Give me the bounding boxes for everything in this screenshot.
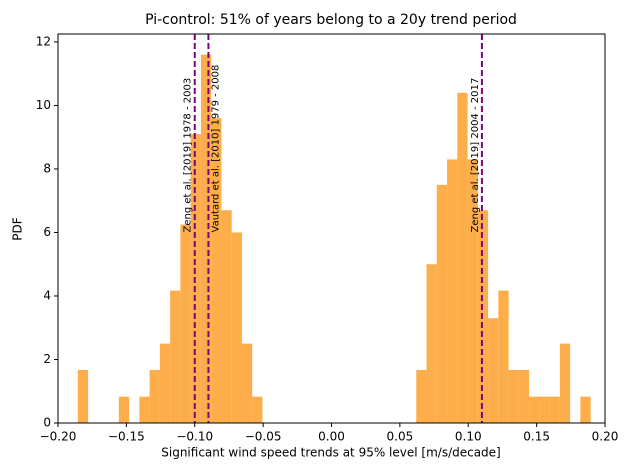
x-tick-label: −0.05 [245, 430, 282, 444]
bar [447, 159, 458, 423]
bar [549, 396, 560, 423]
bar [457, 92, 468, 423]
bar [118, 396, 130, 423]
x-tick-label: 0.10 [455, 430, 482, 444]
bar [539, 396, 550, 423]
bar [221, 210, 232, 423]
y-tick-label: 12 [36, 34, 51, 48]
bar [580, 396, 591, 423]
bar [159, 343, 171, 423]
bar [149, 369, 160, 423]
y-tick-label: 10 [36, 98, 51, 112]
bar [170, 290, 181, 423]
y-tick-label: 2 [43, 352, 51, 366]
y-axis-label: PDF [11, 217, 25, 240]
bar [200, 54, 212, 424]
y-tick-label: 6 [43, 225, 51, 239]
bar [416, 369, 427, 423]
bar [477, 210, 489, 423]
bar [467, 159, 478, 423]
bar [518, 369, 530, 423]
bar [211, 118, 222, 423]
bar [190, 134, 201, 423]
x-tick-label: 0.05 [387, 430, 414, 444]
bar [77, 369, 89, 423]
x-axis-label: Significant wind speed trends at 95% lev… [161, 446, 501, 460]
bar [139, 396, 150, 423]
x-tick-label: 0.00 [318, 430, 345, 444]
bar [241, 343, 253, 423]
y-tick-label: 8 [43, 161, 51, 175]
x-tick-label: −0.10 [176, 430, 213, 444]
y-tick-label: 4 [43, 288, 51, 302]
bar [488, 318, 499, 423]
bar [529, 396, 540, 423]
x-tick-label: 0.15 [523, 430, 550, 444]
x-tick-label: −0.20 [40, 430, 77, 444]
x-tick-label: −0.15 [108, 430, 145, 444]
bar [498, 290, 509, 423]
annotation: Vautard et al. [2010] 1979 - 2008 [210, 65, 221, 233]
annotation: Zeng et al. [2019] 2004 - 2017 [470, 78, 481, 233]
x-tick-label: 0.20 [592, 430, 619, 444]
bar [508, 369, 519, 423]
chart-title: Pi-control: 51% of years belong to a 20y… [145, 12, 517, 28]
y-tick-label: 0 [43, 416, 51, 430]
annotation: Zeng et al. [2019] 1978 - 2003 [183, 78, 194, 233]
bar [231, 232, 242, 423]
bar [436, 184, 448, 423]
bar [252, 396, 263, 423]
plot-frame [57, 33, 606, 424]
bar [426, 264, 437, 423]
bar [180, 224, 191, 423]
bar [559, 343, 571, 423]
